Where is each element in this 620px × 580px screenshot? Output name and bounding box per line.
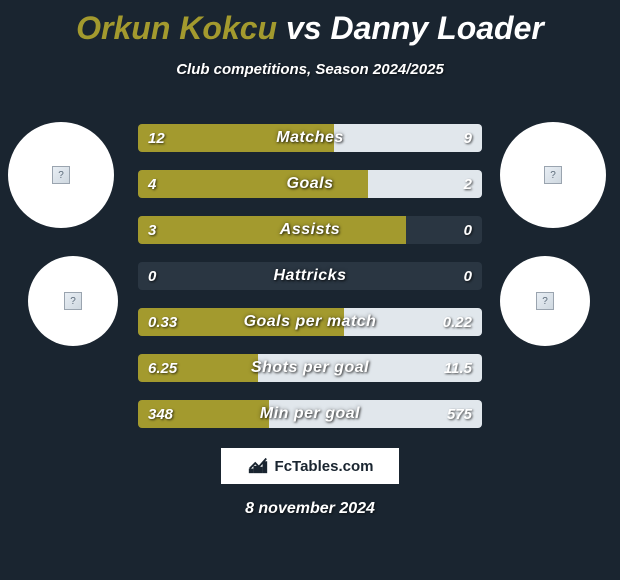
image-placeholder-icon: ? bbox=[544, 166, 562, 184]
image-placeholder-icon: ? bbox=[536, 292, 554, 310]
brand-text: FcTables.com bbox=[275, 458, 374, 475]
subtitle: Club competitions, Season 2024/2025 bbox=[0, 61, 620, 78]
player1-photo: ? bbox=[8, 122, 114, 228]
image-placeholder-icon: ? bbox=[64, 292, 82, 310]
stat-row: 30Assists bbox=[138, 216, 482, 244]
stat-label: Shots per goal bbox=[138, 354, 482, 382]
brand-badge: FcTables.com bbox=[221, 448, 399, 484]
stat-row: 6.2511.5Shots per goal bbox=[138, 354, 482, 382]
stat-label: Assists bbox=[138, 216, 482, 244]
stat-row: 00Hattricks bbox=[138, 262, 482, 290]
player2-photo: ? bbox=[500, 122, 606, 228]
title-player2: Danny Loader bbox=[330, 10, 543, 46]
stat-row: 0.330.22Goals per match bbox=[138, 308, 482, 336]
date-text: 8 november 2024 bbox=[0, 500, 620, 518]
stat-row: 42Goals bbox=[138, 170, 482, 198]
title-player1: Orkun Kokcu bbox=[76, 10, 277, 46]
stat-row: 129Matches bbox=[138, 124, 482, 152]
stat-row: 348575Min per goal bbox=[138, 400, 482, 428]
page-title: Orkun Kokcu vs Danny Loader bbox=[0, 0, 620, 47]
stat-label: Hattricks bbox=[138, 262, 482, 290]
stat-label: Goals per match bbox=[138, 308, 482, 336]
stat-label: Matches bbox=[138, 124, 482, 152]
title-vs: vs bbox=[286, 10, 322, 46]
chart-icon bbox=[247, 453, 269, 480]
player2-club-logo: ? bbox=[500, 256, 590, 346]
player1-club-logo: ? bbox=[28, 256, 118, 346]
image-placeholder-icon: ? bbox=[52, 166, 70, 184]
stats-bars: 129Matches 42Goals 30Assists 00Hattricks 0.3… bbox=[138, 124, 482, 446]
stat-label: Goals bbox=[138, 170, 482, 198]
stat-label: Min per goal bbox=[138, 400, 482, 428]
